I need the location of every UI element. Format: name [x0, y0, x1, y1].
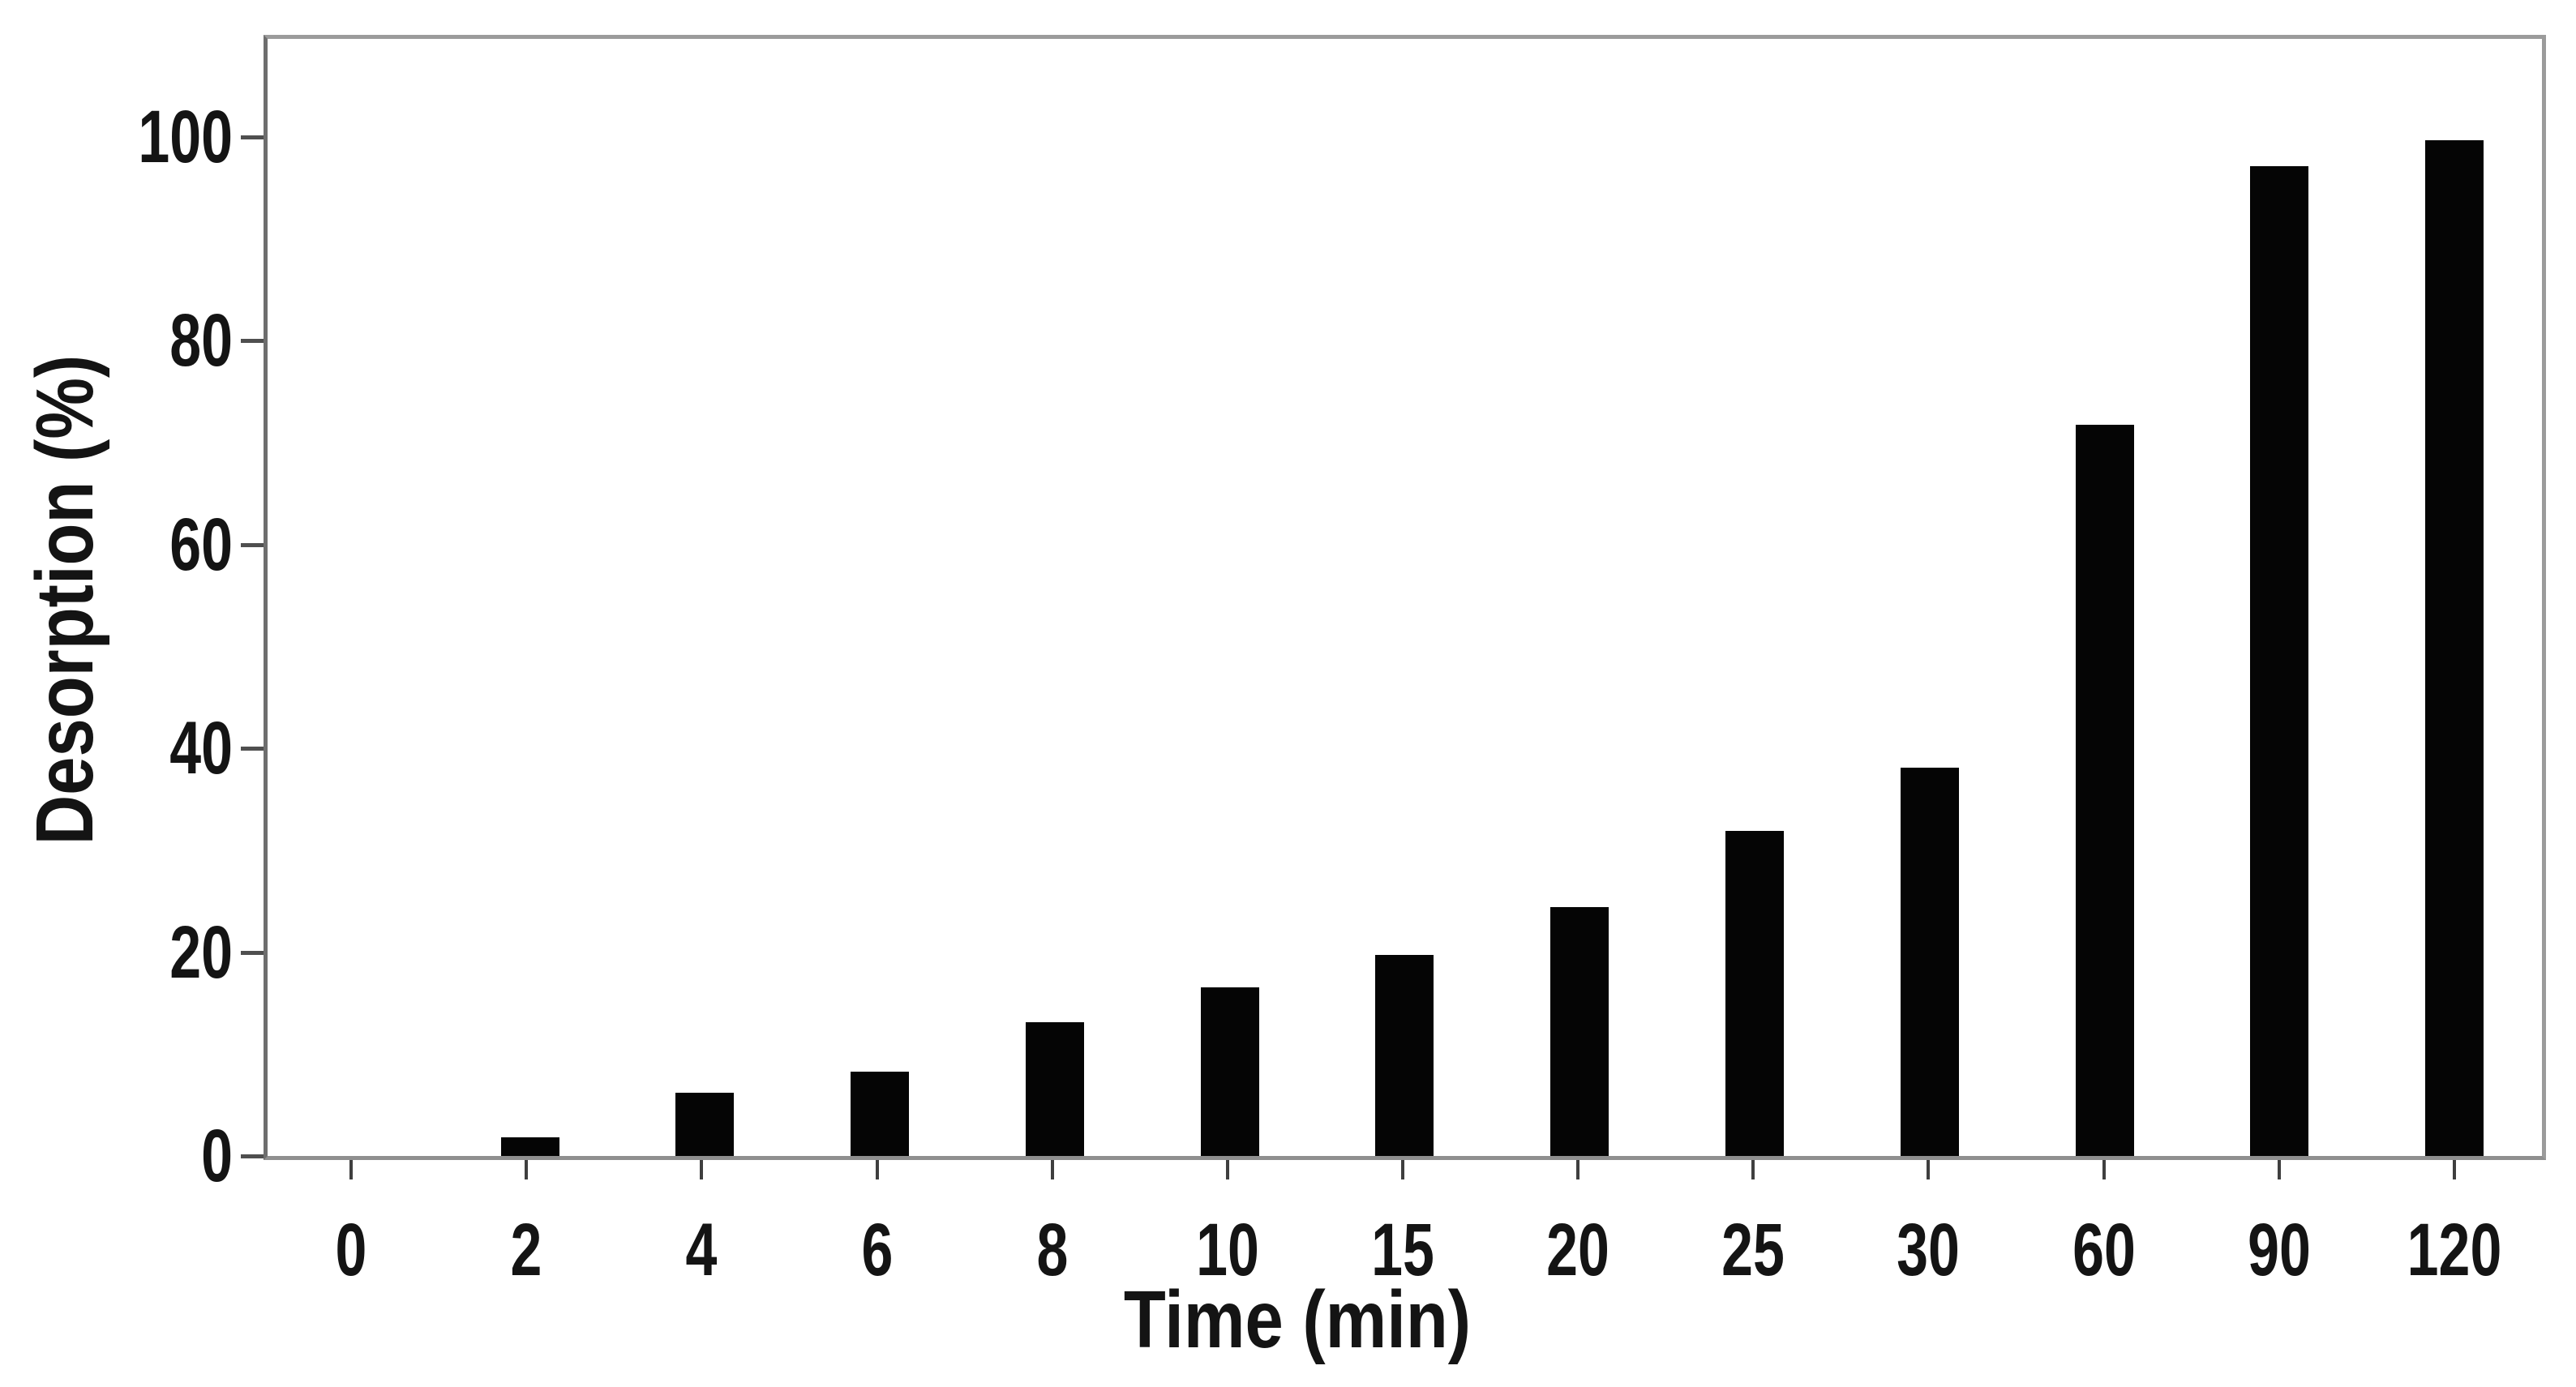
x-tick-label-0: 0	[335, 1209, 367, 1291]
y-tick-80	[241, 339, 264, 344]
x-tick-90	[2277, 1160, 2281, 1179]
x-tick-25	[1751, 1160, 1755, 1179]
bar-20min	[1550, 907, 1609, 1156]
bar-90min	[2250, 165, 2309, 1156]
x-tick-label-20: 20	[1546, 1209, 1610, 1291]
y-tick-100	[241, 135, 264, 139]
y-tick-label-20: 20	[169, 910, 233, 994]
y-tick-label-40: 40	[169, 707, 233, 790]
bar-4min	[675, 1093, 735, 1156]
bar-10min	[1200, 987, 1259, 1156]
bar-slot-2	[443, 39, 618, 1156]
x-tick-label-6: 6	[861, 1209, 893, 1291]
bar-6min	[851, 1072, 910, 1156]
x-tick-label-30: 30	[1897, 1209, 1961, 1291]
x-tick-label-4: 4	[685, 1209, 718, 1291]
y-tick-label-60: 60	[169, 503, 233, 586]
bar-slot-0	[268, 39, 443, 1156]
x-tick-0	[349, 1160, 354, 1179]
x-tick-20	[1576, 1160, 1580, 1179]
x-axis-title: Time (min)	[1123, 1274, 1472, 1365]
bar-25min	[1725, 831, 1784, 1156]
x-tick-label-2: 2	[510, 1209, 542, 1291]
x-tick-30	[1927, 1160, 1931, 1179]
x-tick-label-120: 120	[2407, 1209, 2502, 1291]
plot-area	[264, 35, 2546, 1160]
y-tick-20	[241, 950, 264, 955]
y-tick-60	[241, 542, 264, 547]
x-tick-2	[525, 1160, 529, 1179]
bar-slot-10	[1142, 39, 1318, 1156]
y-tick-40	[241, 747, 264, 751]
x-tick-label-8: 8	[1036, 1209, 1069, 1291]
x-tick-label-10: 10	[1195, 1209, 1259, 1291]
bar-60min	[2075, 425, 2134, 1156]
bar-slot-90	[2192, 39, 2367, 1156]
y-tick-0	[241, 1154, 264, 1158]
bar-120min	[2425, 140, 2484, 1156]
x-tick-label-15: 15	[1371, 1209, 1434, 1291]
y-tick-label-0: 0	[201, 1115, 233, 1197]
bar-15min	[1375, 954, 1434, 1156]
bar-slot-120	[2367, 39, 2542, 1156]
x-tick-4	[700, 1160, 704, 1179]
x-tick-6	[875, 1160, 879, 1179]
bar-2min	[500, 1137, 559, 1156]
bars-container	[268, 39, 2542, 1156]
bar-30min	[1900, 768, 1959, 1156]
x-tick-10	[1225, 1160, 1229, 1179]
bar-slot-8	[967, 39, 1142, 1156]
bar-slot-20	[1492, 39, 1667, 1156]
x-tick-label-60: 60	[2072, 1209, 2136, 1291]
bar-slot-4	[618, 39, 793, 1156]
x-tick-label-90: 90	[2247, 1209, 2311, 1291]
bar-slot-30	[1842, 39, 2017, 1156]
y-tick-label-100: 100	[138, 95, 233, 178]
bar-slot-6	[792, 39, 967, 1156]
x-tick-60	[2102, 1160, 2106, 1179]
bar-slot-60	[2017, 39, 2192, 1156]
x-tick-120	[2452, 1160, 2456, 1179]
x-tick-label-25: 25	[1721, 1209, 1785, 1291]
bar-slot-15	[1318, 39, 1493, 1156]
x-tick-15	[1401, 1160, 1404, 1179]
bar-slot-25	[1667, 39, 1842, 1156]
x-tick-8	[1050, 1160, 1054, 1179]
bar-8min	[1025, 1021, 1084, 1156]
y-tick-label-80: 80	[169, 299, 233, 383]
